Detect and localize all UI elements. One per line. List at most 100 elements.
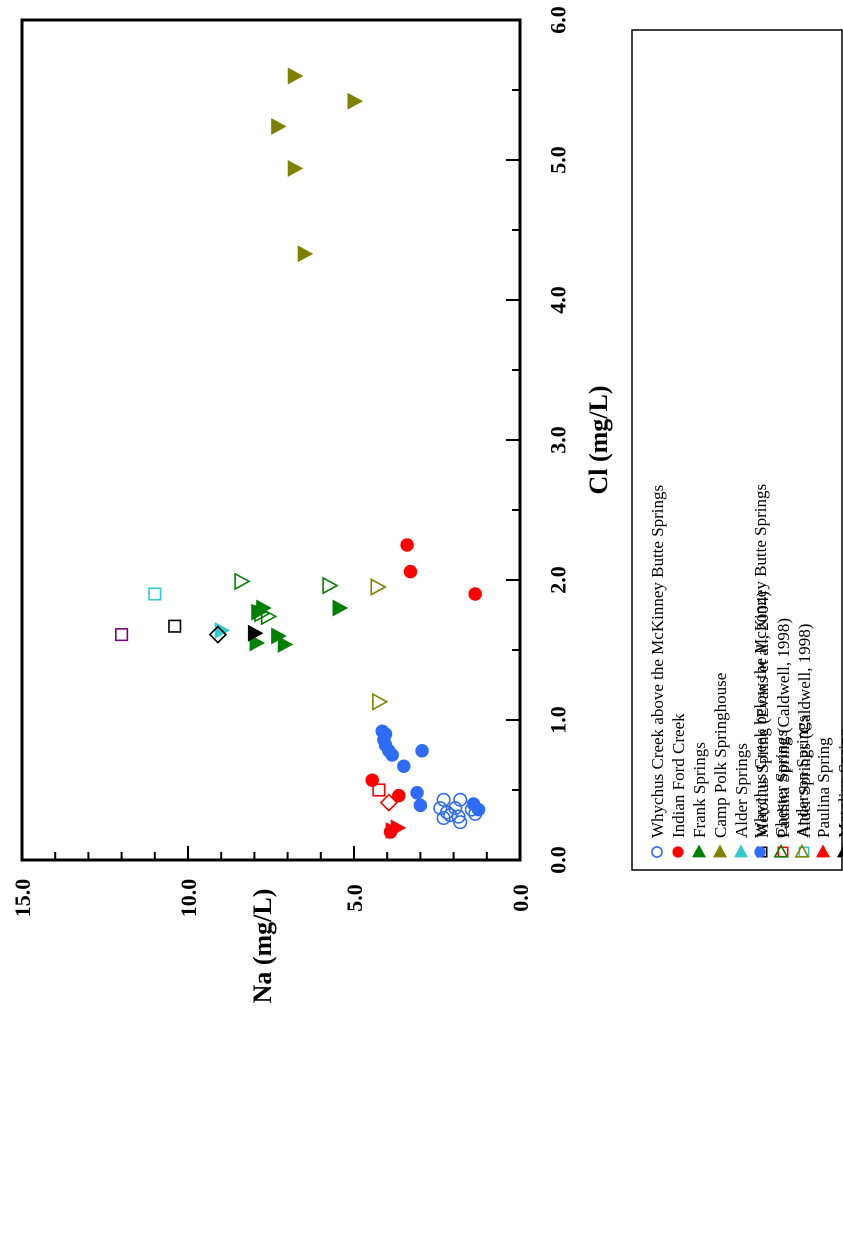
data-point [379, 793, 398, 812]
legend-marker-wrap [733, 844, 749, 858]
data-point [400, 538, 414, 552]
legend-marker-wrap [794, 843, 810, 858]
series-8 [375, 724, 486, 817]
data-point [436, 792, 451, 807]
data-point [471, 802, 486, 817]
series-12 [247, 624, 264, 642]
series-14 [379, 793, 398, 812]
legend-marker-wrap [712, 844, 728, 858]
data-point [287, 159, 304, 177]
legend-marker [773, 843, 789, 858]
legend-label: Chester Springs [772, 730, 791, 838]
legend-marker-wrap [754, 846, 766, 858]
legend-item: Camp Polk Springhouse [711, 673, 730, 858]
legend-label: Camp Polk Springhouse [711, 673, 730, 838]
legend-label: Whychus Creek below the McKinney Butte S… [751, 484, 770, 838]
legend-label: Alder Springs (Caldwell, 1998) [795, 624, 814, 838]
legend-marker [691, 844, 707, 858]
data-point [260, 607, 278, 626]
data-point [443, 808, 458, 823]
data-point [370, 578, 387, 596]
plot-frame [20, 18, 522, 862]
legend-label: Paulina Spring [814, 737, 833, 838]
data-point [297, 245, 314, 263]
data-point [397, 759, 411, 773]
legend-marker [672, 846, 684, 858]
data-point [410, 786, 424, 800]
data-point [385, 748, 399, 762]
data-point [468, 587, 482, 601]
legend-marker-wrap [651, 846, 663, 858]
legend-marker [794, 843, 810, 858]
data-point [372, 692, 389, 711]
data-point [413, 798, 428, 813]
legend-item: Chester Springs [772, 730, 791, 858]
legend-item: Anderson Springs [793, 716, 812, 858]
series-6 [372, 783, 386, 797]
legend-marker-wrap [836, 844, 843, 858]
x-tick-label: 2.0 [546, 566, 571, 594]
series-5 [168, 619, 182, 633]
data-point [392, 788, 406, 803]
data-point [453, 815, 468, 830]
data-point [208, 625, 228, 644]
legend-marker [651, 846, 663, 858]
series-11 [385, 819, 407, 840]
series-7 [148, 587, 162, 601]
legend-marker [815, 844, 831, 858]
legend-label: Paulina Spring (Caldwell, 1998) [774, 618, 793, 838]
y-tick-label: 10.0 [176, 879, 201, 918]
legend-marker-wrap [773, 843, 789, 858]
data-point [372, 783, 386, 797]
data-point [332, 599, 349, 617]
data-point [249, 634, 266, 652]
y-axis-title: Na (mg/L) [248, 889, 277, 1004]
legend-box [631, 29, 843, 871]
plot-area [115, 67, 486, 840]
legend-marker-wrap [691, 844, 707, 858]
series-0 [433, 792, 483, 830]
series-2 [249, 599, 349, 653]
data-point [415, 744, 429, 758]
legend-item: Whychus Creek below the McKinney Butte S… [751, 484, 770, 858]
data-point [448, 801, 463, 816]
legend-marker-wrap [815, 844, 831, 858]
legend-marker [836, 844, 843, 858]
legend-item: Metolius Spring [835, 727, 843, 858]
legend-label: Indian Ford Creek [669, 713, 688, 838]
legend-marker [712, 844, 728, 858]
legend-marker [733, 844, 749, 858]
data-point [148, 587, 162, 601]
data-point [433, 801, 448, 816]
legend-item: Indian Ford Creek [669, 713, 688, 858]
data-point [234, 572, 251, 591]
data-point [247, 624, 264, 642]
x-tick-label: 5.0 [546, 146, 571, 174]
data-point [436, 810, 451, 826]
series-15 [115, 628, 129, 642]
legend-marker-wrap [672, 846, 684, 858]
data-point [322, 576, 339, 595]
y-tick-label: 5.0 [342, 884, 367, 912]
x-axis-title: Cl (mg/L) [584, 385, 613, 494]
axes: 0.0 1.0 2.0 3.0 4.0 5.0 6.0 0.0 5.0 10.0 15.0 Cl (m… [10, 6, 613, 1003]
legend-label: Anderson Springs [793, 716, 812, 838]
series-13 [208, 625, 228, 644]
data-point [347, 92, 364, 110]
x-tick-label: 3.0 [546, 426, 571, 454]
legend-item: Alder Springs [732, 743, 751, 858]
y-tick-label: 15.0 [10, 879, 35, 918]
legend-item: Frank Springs [690, 742, 709, 858]
legend-label: Frank Springs [690, 742, 709, 838]
legend-label: Metolius Spring (Evans et al., 2004) [753, 591, 772, 838]
series-10 [370, 578, 389, 711]
legend-label: Metolius Spring [835, 727, 843, 838]
series-3 [271, 67, 364, 263]
data-point [115, 628, 129, 642]
x-tick-label: 6.0 [546, 6, 571, 34]
legend-item: Paulina Spring [814, 737, 833, 858]
legend: Whychus Creek above the McKinney Butte S… [631, 29, 843, 871]
y-tick-label: 0.0 [508, 884, 533, 912]
series-9 [234, 572, 339, 626]
